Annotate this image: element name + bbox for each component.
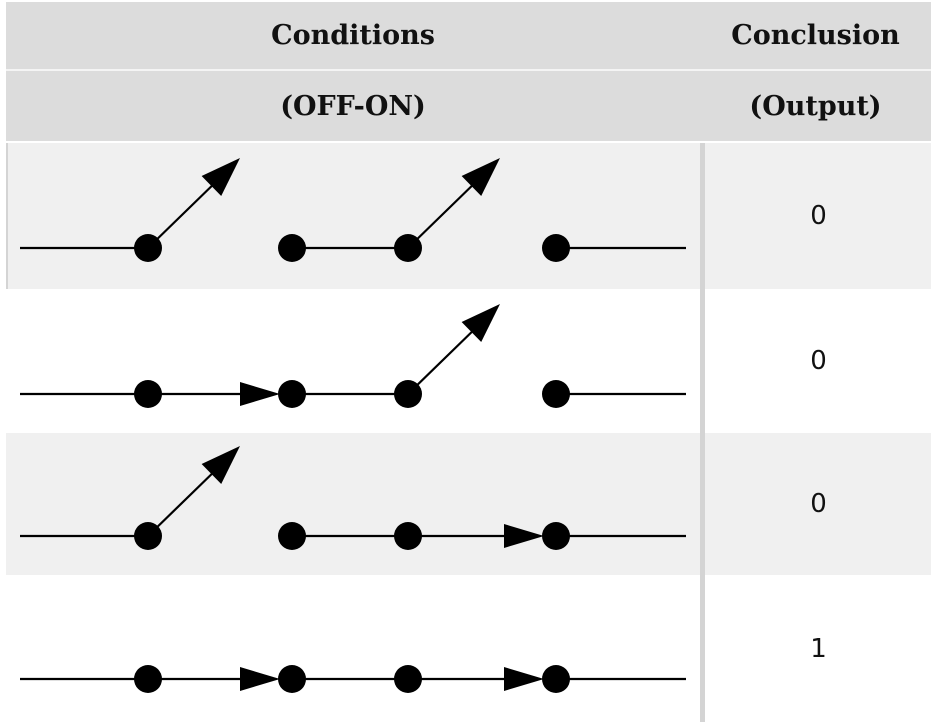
switch-pivot-dot: [394, 665, 422, 693]
column-divider: [700, 143, 705, 722]
switch-contact-dot: [542, 665, 570, 693]
conditions-header: Conditions: [271, 20, 435, 51]
conclusion-header: Conclusion: [731, 20, 900, 51]
table-row: 1: [6, 575, 931, 722]
switch-contact-dot: [278, 380, 306, 408]
open-switch-blade: [407, 175, 483, 249]
switch-pivot-dot: [394, 234, 422, 262]
switch-pivot-dot: [134, 522, 162, 550]
switch-pivot-dot: [134, 665, 162, 693]
left-border: [6, 143, 8, 289]
closed-switch-arrowhead: [240, 667, 280, 691]
table-row: 0: [6, 289, 931, 433]
closed-switch-arrowhead: [504, 524, 544, 548]
open-switch-blade: [147, 175, 223, 249]
output-cell: 0: [810, 346, 827, 376]
switch-pivot-dot: [394, 380, 422, 408]
output-cell: 1: [810, 633, 827, 664]
output-cell: 0: [810, 201, 827, 231]
open-switch-arrowhead: [201, 446, 240, 484]
open-switch-arrowhead: [461, 304, 500, 342]
open-switch-arrowhead: [461, 158, 500, 196]
switch-contact-dot: [278, 665, 306, 693]
closed-switch-arrowhead: [240, 382, 280, 406]
switch-contact-dot: [278, 522, 306, 550]
open-switch-blade: [147, 463, 223, 537]
open-switch-blade: [407, 321, 483, 395]
switch-pivot-dot: [134, 234, 162, 262]
output-cell: 0: [810, 489, 827, 519]
table-row: 0: [6, 433, 931, 575]
switch-contact-dot: [542, 380, 570, 408]
conclusion-subheader: (Output): [749, 90, 882, 122]
switch-contact-dot: [542, 234, 570, 262]
header-row-titles: Conditions Conclusion: [6, 2, 931, 69]
switch-contact-dot: [278, 234, 306, 262]
switch-contact-dot: [542, 522, 570, 550]
header-divider: [6, 69, 931, 71]
closed-switch-arrowhead: [504, 667, 544, 691]
table-row: 0: [6, 143, 931, 289]
header-row-subtitles: (OFF-ON) (Output): [6, 71, 931, 141]
switch-pivot-dot: [134, 380, 162, 408]
open-switch-arrowhead: [201, 158, 240, 196]
conditions-subheader: (OFF-ON): [280, 90, 426, 122]
switch-pivot-dot: [394, 522, 422, 550]
